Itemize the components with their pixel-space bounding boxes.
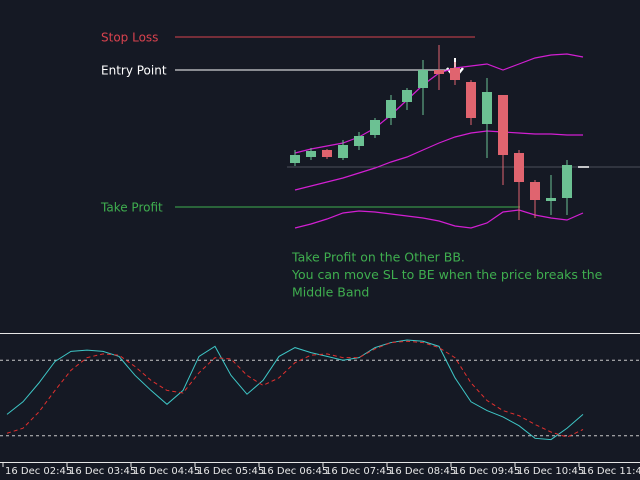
- x-tick-label: 16 Dec 06:45: [261, 466, 328, 477]
- annotation: You can move SL to BE when the price bre…: [291, 267, 603, 282]
- candle-body: [546, 198, 556, 201]
- candle-body: [514, 153, 524, 182]
- candle-body: [290, 155, 300, 163]
- candle-body: [530, 182, 540, 200]
- candle-body: [418, 70, 428, 88]
- candle-body: [434, 70, 444, 74]
- band-line: [294, 130, 583, 191]
- oscillator-line: [6, 339, 584, 441]
- x-tick-label: 16 Dec 11:45: [581, 466, 640, 477]
- x-tick-label: 16 Dec 03:45: [69, 466, 136, 477]
- candle-body: [354, 136, 364, 146]
- candle-body: [322, 150, 332, 157]
- candle-body: [306, 151, 316, 157]
- candle-body: [498, 95, 508, 155]
- level-label: Entry Point: [101, 64, 167, 78]
- x-tick-label: 16 Dec 07:45: [325, 466, 392, 477]
- candle-body: [386, 100, 396, 118]
- candle-body: [370, 120, 380, 135]
- annotation: Middle Band: [292, 285, 369, 300]
- annotation: Take Profit on the Other BB.: [291, 250, 465, 265]
- x-tick-label: 16 Dec 05:45: [197, 466, 264, 477]
- x-tick-label: 16 Dec 08:45: [389, 466, 456, 477]
- level-label: Take Profit: [100, 201, 163, 215]
- x-tick-label: 16 Dec 09:45: [453, 466, 520, 477]
- x-tick-label: 16 Dec 02:45: [5, 466, 72, 477]
- candle-body: [482, 92, 492, 124]
- candle-body: [402, 90, 412, 102]
- oscillator-line: [6, 340, 584, 438]
- candle-body: [466, 82, 476, 118]
- candle-body: [338, 145, 348, 158]
- candle-body: [450, 68, 460, 80]
- level-label: Stop Loss: [101, 31, 158, 45]
- candle-body: [562, 165, 572, 198]
- x-tick-label: 16 Dec 10:45: [517, 466, 584, 477]
- x-tick-label: 16 Dec 04:45: [133, 466, 200, 477]
